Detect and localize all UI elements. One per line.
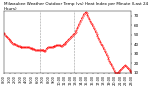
Text: Milwaukee Weather Outdoor Temp (vs) Heat Index per Minute (Last 24 Hours): Milwaukee Weather Outdoor Temp (vs) Heat… (4, 2, 148, 11)
